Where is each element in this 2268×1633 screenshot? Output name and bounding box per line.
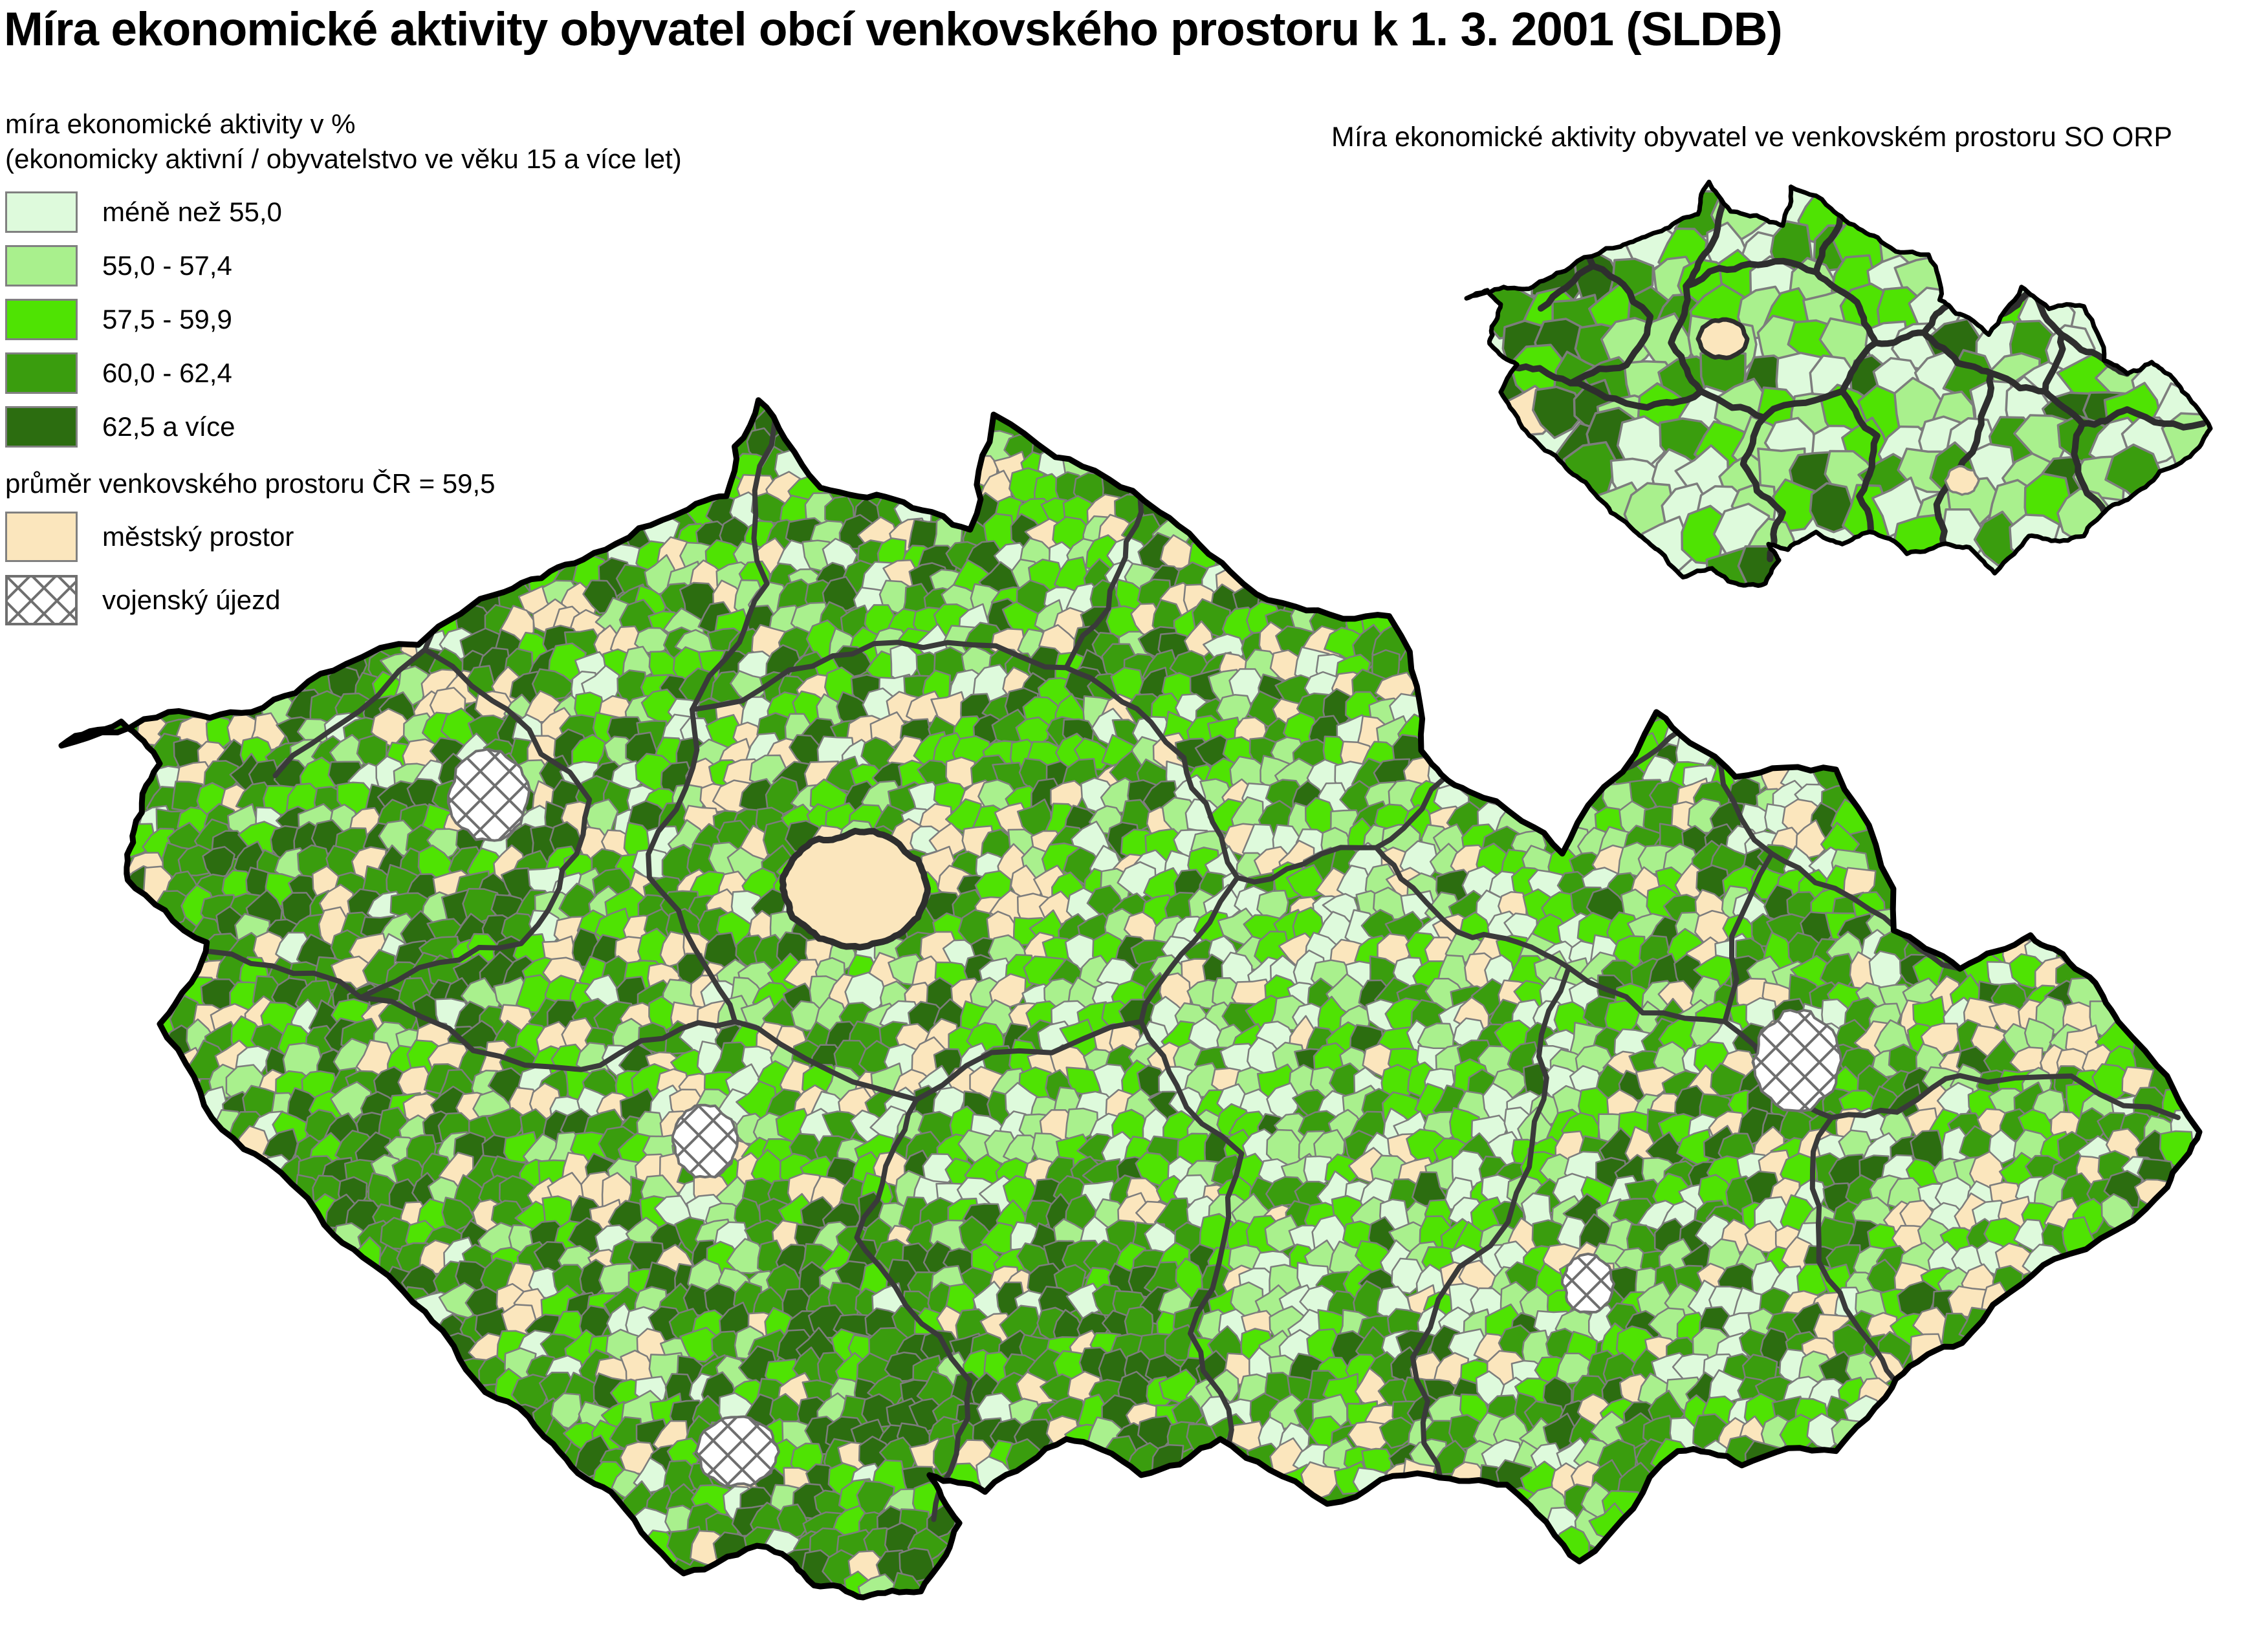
legend-swatch — [5, 406, 78, 448]
legend-item: 60,0 - 62,4 — [5, 352, 282, 394]
legend-item-label: vojenský újezd — [102, 585, 281, 615]
inset-map — [1464, 179, 2213, 588]
legend-item: méně než 55,0 — [5, 191, 282, 233]
legend-item-urban: městský prostor — [5, 512, 294, 562]
municipality-mosaic — [61, 400, 2199, 1598]
legend-heading: míra ekonomické aktivity v % — [5, 109, 356, 139]
page-title: Míra ekonomické aktivity obyvatel obcí v… — [4, 3, 1783, 56]
legend-item-label: 60,0 - 62,4 — [102, 358, 232, 388]
legend-item: 55,0 - 57,4 — [5, 245, 282, 287]
legend-item-label: 62,5 a více — [102, 411, 235, 442]
legend-swatch — [5, 352, 78, 394]
legend-swatch — [5, 191, 78, 233]
legend-item-label: 55,0 - 57,4 — [102, 250, 232, 281]
military-hatch-swatch — [5, 575, 78, 625]
legend-item-label: městský prostor — [102, 521, 294, 552]
legend-heading-sub: (ekonomicky aktivní / obyvatelstvo ve vě… — [5, 144, 682, 174]
urban-swatch — [5, 512, 78, 562]
legend-average-note: průměr venkovského prostoru ČR = 59,5 — [5, 468, 496, 499]
inset-country-border — [1464, 179, 2213, 588]
legend-item: 62,5 a více — [5, 406, 282, 448]
legend-item-label: 57,5 - 59,9 — [102, 304, 232, 334]
legend-swatch — [5, 299, 78, 340]
legend-swatch — [5, 245, 78, 287]
legend-extra: městský prostor vojenský újezd — [5, 512, 294, 638]
country-border — [58, 397, 2203, 1601]
legend-item-label: méně než 55,0 — [102, 197, 282, 227]
legend-item: 57,5 - 59,9 — [5, 299, 282, 340]
main-map — [58, 397, 2203, 1601]
legend-item-military: vojenský újezd — [5, 575, 294, 625]
inset-map-caption: Míra ekonomické aktivity obyvatel ve ven… — [1331, 122, 2173, 153]
legend-classes: méně než 55,0 55,0 - 57,4 57,5 - 59,9 60,0 … — [5, 191, 282, 460]
orp-mosaic — [1467, 182, 2210, 586]
